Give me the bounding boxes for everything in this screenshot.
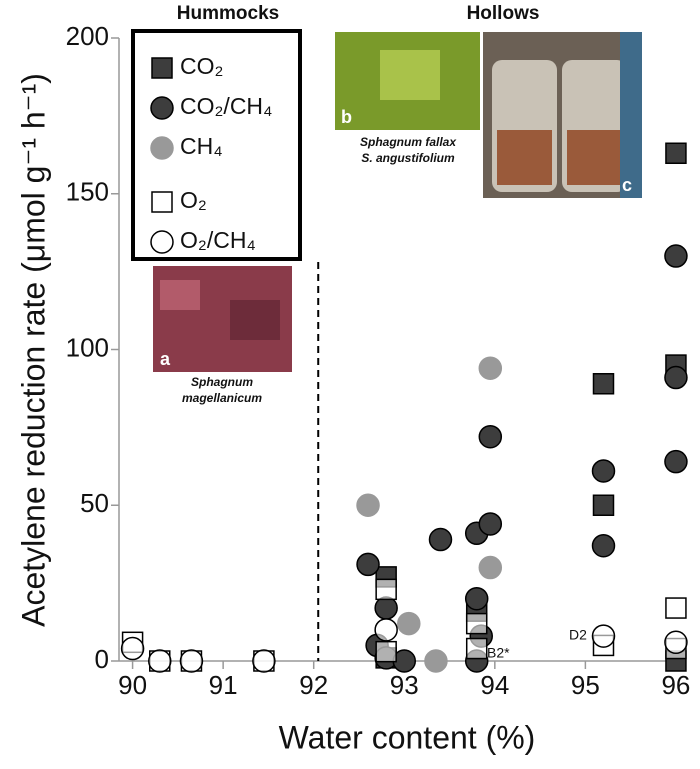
y-tick-label: 200 — [66, 21, 109, 51]
x-axis-label: Water content (%) — [279, 719, 536, 755]
data-point — [428, 527, 453, 552]
ruler — [620, 32, 642, 198]
y-tick-label: 100 — [66, 332, 109, 362]
moss — [497, 130, 552, 185]
photo-texture — [160, 280, 200, 310]
data-point — [664, 365, 688, 390]
x-tick-label: 92 — [299, 670, 328, 700]
data-point — [465, 637, 488, 660]
moss — [567, 130, 622, 185]
data-point — [464, 586, 489, 611]
y-tick-label: 150 — [66, 177, 109, 207]
x-tick-label: 90 — [118, 670, 147, 700]
data-point — [478, 512, 503, 536]
data-point — [179, 649, 204, 673]
legend-label: CH₄ — [180, 133, 223, 159]
data-point — [591, 533, 616, 558]
legend-marker — [150, 230, 174, 254]
data-point — [375, 578, 397, 601]
data-point — [592, 494, 615, 516]
y-axis-label: Acetylene reduction rate (μmol g⁻¹ h⁻¹) — [15, 73, 51, 627]
x-tick-label: 93 — [390, 670, 419, 700]
data-point — [665, 597, 687, 619]
data-point — [478, 424, 503, 449]
point-label: B2* — [487, 645, 510, 661]
data-point — [664, 630, 688, 655]
x-tick-label: 94 — [480, 670, 509, 700]
data-point — [592, 373, 615, 395]
data-point — [591, 459, 616, 483]
data-point — [356, 552, 380, 577]
data-point — [664, 244, 688, 268]
photo-letter: c — [622, 175, 632, 195]
legend-label: O₂/CH₄ — [180, 227, 256, 253]
data-point — [356, 493, 380, 517]
photo-caption: Sphagnum — [191, 375, 253, 389]
data-point — [397, 611, 421, 636]
data-point — [375, 640, 397, 663]
photo-texture — [380, 50, 440, 100]
data-point — [591, 624, 616, 648]
data-point — [120, 636, 145, 661]
x-tick-label: 91 — [209, 670, 238, 700]
data-point — [374, 618, 398, 642]
legend-label: CO₂/CH₄ — [180, 93, 272, 119]
photo-letter: b — [341, 107, 352, 127]
data-point — [478, 555, 503, 580]
data-point — [252, 649, 276, 673]
photo-caption: magellanicum — [182, 391, 262, 405]
legend-marker — [151, 57, 173, 79]
x-tick-label: 96 — [661, 670, 690, 700]
legend-marker — [151, 191, 173, 213]
legend-label: CO₂ — [180, 53, 223, 79]
data-point — [424, 649, 448, 673]
photo-texture — [230, 300, 280, 340]
x-tick-label: 95 — [571, 670, 600, 700]
photo-caption: S. angustifolium — [361, 151, 455, 165]
data-point — [465, 612, 488, 635]
data-point — [148, 649, 172, 673]
photo-caption: Sphagnum fallax — [360, 135, 457, 149]
y-tick-label: 50 — [80, 488, 109, 518]
legend-marker — [150, 136, 174, 160]
data-point — [665, 142, 687, 165]
data-point — [478, 356, 503, 380]
region-label: Hummocks — [177, 3, 279, 24]
data-point — [664, 449, 688, 474]
y-tick-label: 0 — [95, 644, 109, 674]
photo-letter: a — [160, 349, 171, 369]
data-point — [374, 596, 398, 620]
legend-label: O₂ — [180, 187, 207, 213]
legend-marker — [150, 96, 174, 120]
region-label: Hollows — [467, 3, 540, 24]
point-label: D2 — [569, 627, 587, 643]
